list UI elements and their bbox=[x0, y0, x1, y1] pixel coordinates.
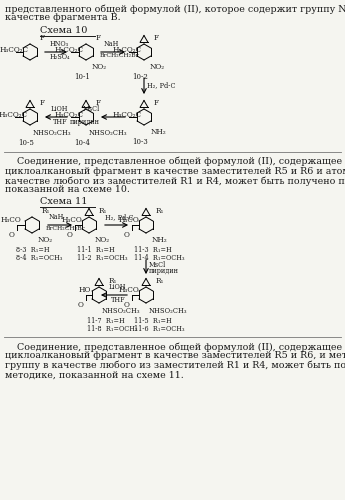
Text: NHSO₂CH₃: NHSO₂CH₃ bbox=[149, 307, 188, 315]
Text: качестве фрагмента В.: качестве фрагмента В. bbox=[5, 14, 121, 22]
Text: Соединение, представленное общей формулой (II), содержащее: Соединение, представленное общей формуло… bbox=[5, 342, 342, 351]
Text: NO₂: NO₂ bbox=[150, 63, 165, 71]
Text: MsCl: MsCl bbox=[149, 261, 166, 269]
Text: качестве любого из заместителей R1 и R4, может быть получено по методике,: качестве любого из заместителей R1 и R4,… bbox=[5, 176, 345, 186]
Text: THF: THF bbox=[53, 118, 68, 126]
Text: методике, показанной на схеме 11.: методике, показанной на схеме 11. bbox=[5, 370, 184, 380]
Text: NHSO₂CH₃: NHSO₂CH₃ bbox=[33, 129, 72, 137]
Text: группу в качестве любого из заместителей R1 и R4, может быть получено по: группу в качестве любого из заместителей… bbox=[5, 361, 345, 370]
Text: 8-4  R₁=OCH₃: 8-4 R₁=OCH₃ bbox=[16, 254, 62, 262]
Text: LiOH: LiOH bbox=[50, 105, 68, 113]
Text: R₁: R₁ bbox=[42, 207, 50, 215]
Text: 11-7  R₁=H: 11-7 R₁=H bbox=[87, 317, 125, 325]
Text: NO₂: NO₂ bbox=[92, 63, 107, 71]
Text: циклоалкановый фрагмент в качестве заместителей R5 и R6 и атомы галогена в: циклоалкановый фрагмент в качестве замес… bbox=[5, 166, 345, 175]
Text: 11-6  R₁=OCH₃: 11-6 R₁=OCH₃ bbox=[134, 325, 185, 333]
Text: H₃CO: H₃CO bbox=[119, 286, 140, 294]
Text: NaH: NaH bbox=[104, 40, 119, 48]
Text: NaH: NaH bbox=[49, 213, 65, 221]
Text: 10-3: 10-3 bbox=[132, 138, 148, 146]
Text: H₃CO: H₃CO bbox=[119, 216, 140, 224]
Text: BrCH₂CH₂Br: BrCH₂CH₂Br bbox=[46, 226, 86, 231]
Text: Соединение, представленное общей формулой (II), содержащее: Соединение, представленное общей формуло… bbox=[5, 157, 342, 166]
Text: 11-1  R₁=H: 11-1 R₁=H bbox=[77, 246, 115, 254]
Text: H₃CO₂C: H₃CO₂C bbox=[0, 111, 28, 119]
Text: MsCl: MsCl bbox=[83, 105, 100, 113]
Text: 10-1: 10-1 bbox=[74, 73, 90, 81]
Text: циклоалкановый фрагмент в качестве заместителей R5 и R6, и метоксильную: циклоалкановый фрагмент в качестве замес… bbox=[5, 352, 345, 360]
Text: H₃CO₂C: H₃CO₂C bbox=[55, 46, 84, 54]
Text: 10-2: 10-2 bbox=[132, 73, 148, 81]
Text: F: F bbox=[96, 99, 101, 107]
Text: H₃CO: H₃CO bbox=[62, 216, 83, 224]
Text: H₃CO₂C: H₃CO₂C bbox=[113, 46, 142, 54]
Text: NO₂: NO₂ bbox=[38, 236, 53, 244]
Text: пиридин: пиридин bbox=[70, 118, 100, 126]
Text: 11-2  R₁=OCH₃: 11-2 R₁=OCH₃ bbox=[77, 254, 128, 262]
Text: NHSO₂CH₃: NHSO₂CH₃ bbox=[89, 129, 128, 137]
Text: NO₂: NO₂ bbox=[95, 236, 110, 244]
Text: F: F bbox=[154, 34, 159, 42]
Text: NHSO₂CH₃: NHSO₂CH₃ bbox=[102, 307, 141, 315]
Text: 8-3  R₁=H: 8-3 R₁=H bbox=[16, 246, 50, 254]
Text: представленного общей формулой (II), которое содержит группу NHCO в: представленного общей формулой (II), кот… bbox=[5, 4, 345, 14]
Text: 11-3  R₁=H: 11-3 R₁=H bbox=[134, 246, 172, 254]
Text: F: F bbox=[40, 99, 45, 107]
Text: O: O bbox=[78, 301, 84, 309]
Text: H₃CO₂C: H₃CO₂C bbox=[113, 111, 142, 119]
Text: R₁: R₁ bbox=[99, 207, 107, 215]
Text: F: F bbox=[40, 34, 45, 42]
Text: NH₂: NH₂ bbox=[152, 236, 168, 244]
Text: Схема 11: Схема 11 bbox=[40, 197, 88, 206]
Text: 11-8  R₁=OCH₃: 11-8 R₁=OCH₃ bbox=[87, 325, 138, 333]
Text: LiOH: LiOH bbox=[108, 283, 126, 291]
Text: O: O bbox=[124, 301, 130, 309]
Text: H₃CO₂C: H₃CO₂C bbox=[0, 46, 29, 54]
Text: HO: HO bbox=[79, 286, 91, 294]
Text: H₂, Pd-C: H₂, Pd-C bbox=[105, 213, 134, 221]
Text: O: O bbox=[9, 231, 15, 239]
Text: H₂, Pd-C: H₂, Pd-C bbox=[147, 81, 176, 89]
Text: O: O bbox=[67, 231, 73, 239]
Text: H₃CO: H₃CO bbox=[1, 216, 22, 224]
Text: F: F bbox=[96, 34, 101, 42]
Text: HNO₃: HNO₃ bbox=[50, 40, 69, 48]
Text: H₃CO₂C: H₃CO₂C bbox=[55, 111, 84, 119]
Text: Схема 10: Схема 10 bbox=[40, 26, 87, 35]
Text: R₁: R₁ bbox=[156, 207, 164, 215]
Text: H₂SO₄: H₂SO₄ bbox=[50, 53, 70, 61]
Text: F: F bbox=[154, 99, 159, 107]
Text: NH₂: NH₂ bbox=[151, 128, 167, 136]
Text: показанной на схеме 10.: показанной на схеме 10. bbox=[5, 186, 130, 194]
Text: 10-4: 10-4 bbox=[74, 139, 90, 147]
Text: пиридин: пиридин bbox=[149, 267, 179, 275]
Text: 10-5: 10-5 bbox=[18, 139, 34, 147]
Text: BrCH₂CH₂Br: BrCH₂CH₂Br bbox=[100, 53, 139, 58]
Text: 11-4  R₁=OCH₃: 11-4 R₁=OCH₃ bbox=[134, 254, 185, 262]
Text: R₁: R₁ bbox=[109, 277, 117, 285]
Text: THF: THF bbox=[111, 296, 126, 304]
Text: R₁: R₁ bbox=[156, 277, 164, 285]
Text: O: O bbox=[124, 231, 130, 239]
Text: 11-5  R₁=H: 11-5 R₁=H bbox=[134, 317, 172, 325]
